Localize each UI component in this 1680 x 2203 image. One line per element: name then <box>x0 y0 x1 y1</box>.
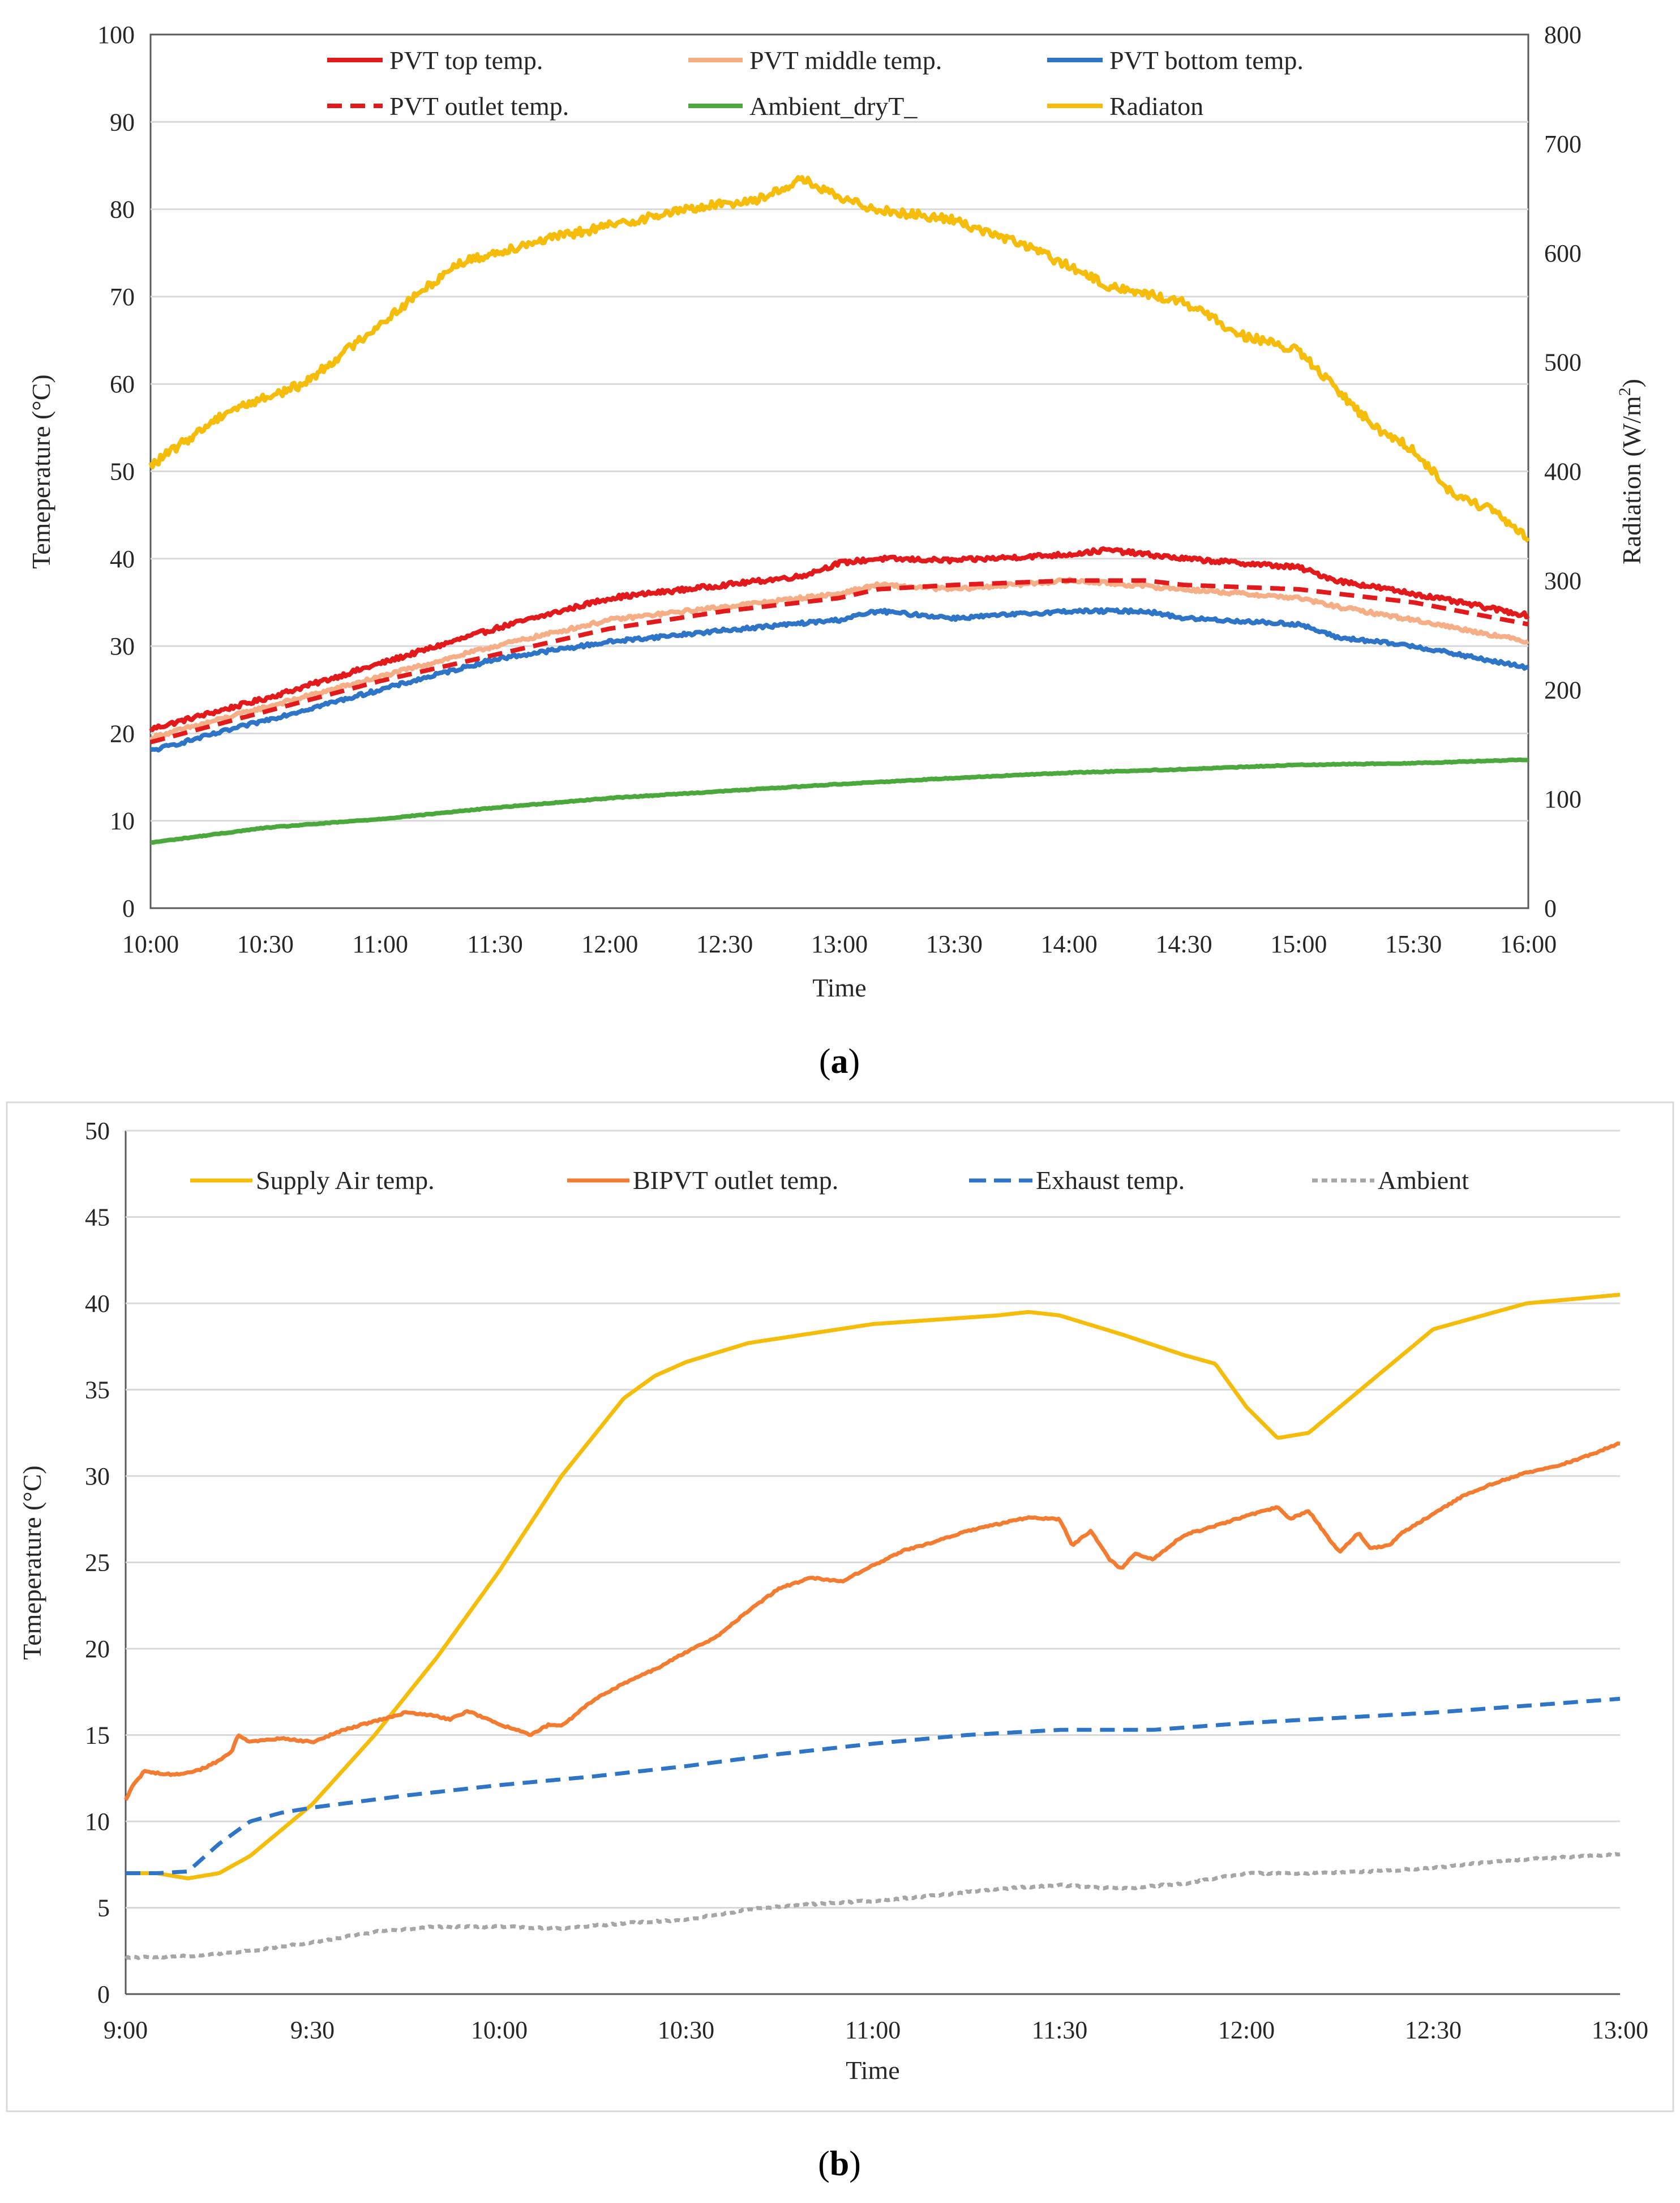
y2-label-end: ) <box>1617 379 1646 387</box>
y-tick-label: 70 <box>110 283 135 311</box>
chart-b-frame <box>6 1101 1674 2112</box>
series-line-supply-air-temp <box>126 1293 1621 1880</box>
series-line-pvt-top-temp <box>149 546 1530 732</box>
x-tick-label: 15:30 <box>1385 930 1442 958</box>
y-tick-label: 100 <box>97 21 135 49</box>
chart-b-legend: Supply Air temp. BIPVT outlet temp. Exha… <box>190 1166 1469 1195</box>
y-tick-label: 20 <box>85 1635 110 1663</box>
chart-a: 0 10 20 30 40 50 60 70 80 90 100 0 100 200 300 400 500 6… <box>27 21 1646 1081</box>
x-tick-label: 13:30 <box>926 930 983 958</box>
series-line-bipvt-outlet-temp <box>123 1441 1621 1801</box>
y2-tick-label: 400 <box>1544 458 1582 486</box>
series-line-ambient-dryt <box>150 757 1529 845</box>
chart-b-series-lines <box>123 1293 1621 1961</box>
legend-label-ambient-dry: Ambient_dryT_ <box>749 92 918 121</box>
chart-a-x-tick-labels: 10:00 10:30 11:00 11:30 12:00 12:30 13:00 13:30… <box>122 930 1557 958</box>
x-tick-label: 12:30 <box>1405 2016 1462 2044</box>
y-tick-label: 20 <box>110 720 135 747</box>
x-tick-label: 9:30 <box>290 2016 335 2044</box>
legend-label-radiation: Radiaton <box>1109 92 1203 121</box>
chart-b-y-tick-labels: 0 5 10 15 20 25 30 35 40 45 50 <box>85 1117 110 2008</box>
legend-label-supply-air: Supply Air temp. <box>256 1166 435 1195</box>
x-tick-label: 12:00 <box>581 930 638 958</box>
chart-a-y2-axis-label: Radiation (W/m2) <box>1615 379 1646 564</box>
series-line-ambient <box>124 1852 1621 1961</box>
y-tick-label: 30 <box>110 632 135 660</box>
caption-b: (b) <box>818 2145 861 2183</box>
chart-a-x-axis-label: Time <box>812 973 866 1002</box>
x-tick-label: 13:00 <box>1592 2016 1648 2044</box>
chart-b-y-axis-label: Temeperature (°C) <box>18 1465 46 1659</box>
x-tick-label: 13:00 <box>811 930 868 958</box>
y-tick-label: 45 <box>85 1204 110 1231</box>
y2-tick-label: 300 <box>1544 567 1582 594</box>
x-tick-label: 11:30 <box>1032 2016 1088 2044</box>
x-tick-label: 11:30 <box>467 930 523 958</box>
y2-tick-label: 800 <box>1544 21 1582 49</box>
x-tick-label: 11:00 <box>845 2016 901 2044</box>
y2-tick-label: 700 <box>1544 130 1582 158</box>
legend-label-bipvt-outlet: BIPVT outlet temp. <box>633 1166 838 1195</box>
y-tick-label: 10 <box>85 1808 110 1836</box>
y-tick-label: 30 <box>85 1462 110 1490</box>
legend-label-pvt-outlet: PVT outlet temp. <box>389 92 569 121</box>
x-tick-label: 10:00 <box>471 2016 528 2044</box>
y-tick-label: 5 <box>97 1894 110 1922</box>
chart-b-gridlines <box>126 1130 1620 1909</box>
x-tick-label: 9:00 <box>104 2016 148 2044</box>
x-tick-label: 12:30 <box>696 930 753 958</box>
series-line-exhaust-temp <box>126 1696 1621 1875</box>
y-tick-label: 50 <box>85 1117 110 1145</box>
y-tick-label: 90 <box>110 108 135 136</box>
chart-a-legend: PVT top temp. PVT middle temp. PVT botto… <box>327 46 1304 121</box>
y2-tick-label: 200 <box>1544 676 1582 704</box>
y-tick-label: 0 <box>122 895 135 922</box>
y-tick-label: 50 <box>110 458 135 486</box>
chart-b: 0 5 10 15 20 25 30 35 40 45 50 9:00 9:30 10:00 10:30 1… <box>6 1101 1674 2183</box>
x-tick-label: 10:30 <box>237 930 294 958</box>
y2-label-main: Radiation (W/m <box>1617 396 1646 564</box>
y2-label-superscript: 2 <box>1615 387 1634 396</box>
caption-a: (a) <box>819 1042 860 1081</box>
chart-a-y-tick-labels: 0 10 20 30 40 50 60 70 80 90 100 <box>97 21 135 922</box>
y-tick-label: 40 <box>85 1290 110 1317</box>
series-line-radiaton <box>148 175 1531 543</box>
chart-a-series-lines <box>148 175 1531 845</box>
x-tick-label: 16:00 <box>1500 930 1557 958</box>
x-tick-label: 12:00 <box>1218 2016 1275 2044</box>
chart-b-x-tick-labels: 9:00 9:30 10:00 10:30 11:00 11:30 12:00 12:30 13… <box>104 2016 1648 2044</box>
x-tick-label: 10:00 <box>122 930 179 958</box>
series-line-pvt-bottom-temp <box>149 607 1529 752</box>
y2-tick-label: 600 <box>1544 239 1582 267</box>
chart-a-gridlines <box>151 121 1528 822</box>
y-tick-label: 35 <box>85 1376 110 1404</box>
y2-tick-label: 0 <box>1544 895 1557 922</box>
series-line-pvt-outlet-temp <box>150 578 1529 745</box>
y-tick-label: 0 <box>97 1980 110 2008</box>
legend-label-exhaust: Exhaust temp. <box>1036 1166 1185 1195</box>
y-tick-label: 25 <box>85 1549 110 1577</box>
legend-label-ambient: Ambient <box>1378 1166 1469 1195</box>
legend-label-pvt-top: PVT top temp. <box>389 46 543 75</box>
y-tick-label: 15 <box>85 1722 110 1749</box>
legend-label-pvt-middle: PVT middle temp. <box>749 46 942 75</box>
x-tick-label: 11:00 <box>352 930 408 958</box>
chart-a-y-axis-label: Temeperature (°C) <box>27 374 55 568</box>
chart-a-y2-tick-labels: 0 100 200 300 400 500 600 700 800 <box>1544 21 1582 922</box>
legend-label-pvt-bottom: PVT bottom temp. <box>1109 46 1304 75</box>
x-tick-label: 14:30 <box>1155 930 1212 958</box>
y-tick-label: 40 <box>110 545 135 573</box>
x-tick-label: 15:00 <box>1270 930 1327 958</box>
x-tick-label: 10:30 <box>658 2016 714 2044</box>
x-tick-label: 14:00 <box>1041 930 1098 958</box>
y-tick-label: 80 <box>110 196 135 224</box>
y2-tick-label: 500 <box>1544 349 1582 377</box>
y-tick-label: 10 <box>110 807 135 835</box>
series-line-pvt-middle-temp <box>149 576 1529 742</box>
y-tick-label: 60 <box>110 370 135 398</box>
chart-b-x-axis-label: Time <box>846 2056 899 2085</box>
y2-tick-label: 100 <box>1544 785 1582 813</box>
